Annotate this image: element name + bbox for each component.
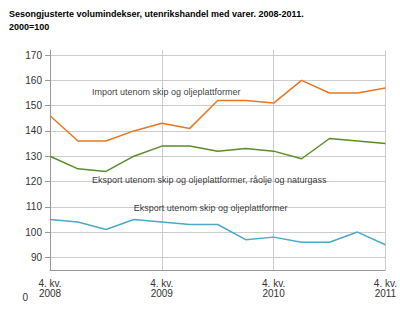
- svg-text:4. kv.: 4. kv.: [38, 277, 62, 289]
- svg-text:2011: 2011: [375, 288, 397, 299]
- svg-text:2000=100: 2000=100: [9, 22, 49, 32]
- svg-text:Eksport utenom skip og oljepla: Eksport utenom skip og oljeplattformer, …: [92, 175, 327, 185]
- svg-text:4. kv.: 4. kv.: [150, 277, 174, 289]
- svg-text:0: 0: [22, 292, 28, 303]
- svg-text:100: 100: [25, 227, 42, 238]
- svg-text:90: 90: [31, 252, 43, 263]
- svg-text:Import utenom skip og oljeplat: Import utenom skip og oljeplattformer: [92, 87, 241, 97]
- svg-text:2008: 2008: [39, 288, 62, 299]
- svg-text:2009: 2009: [151, 288, 174, 299]
- svg-text:150: 150: [25, 100, 42, 111]
- svg-text:130: 130: [25, 151, 42, 162]
- svg-text:120: 120: [25, 176, 42, 187]
- svg-text:2010: 2010: [262, 288, 285, 299]
- svg-text:140: 140: [25, 125, 42, 136]
- svg-text:Eksport utenom skip og oljepla: Eksport utenom skip og oljeplattformer: [134, 203, 288, 213]
- svg-text:170: 170: [25, 50, 42, 61]
- svg-text:4. kv.: 4. kv.: [262, 277, 286, 289]
- svg-text:160: 160: [25, 75, 42, 86]
- svg-text:4. kv.: 4. kv.: [373, 277, 397, 289]
- svg-text:110: 110: [26, 201, 42, 212]
- svg-text:Sesongjusterte volumindekser,: Sesongjusterte volumindekser, utenriksha…: [9, 9, 304, 19]
